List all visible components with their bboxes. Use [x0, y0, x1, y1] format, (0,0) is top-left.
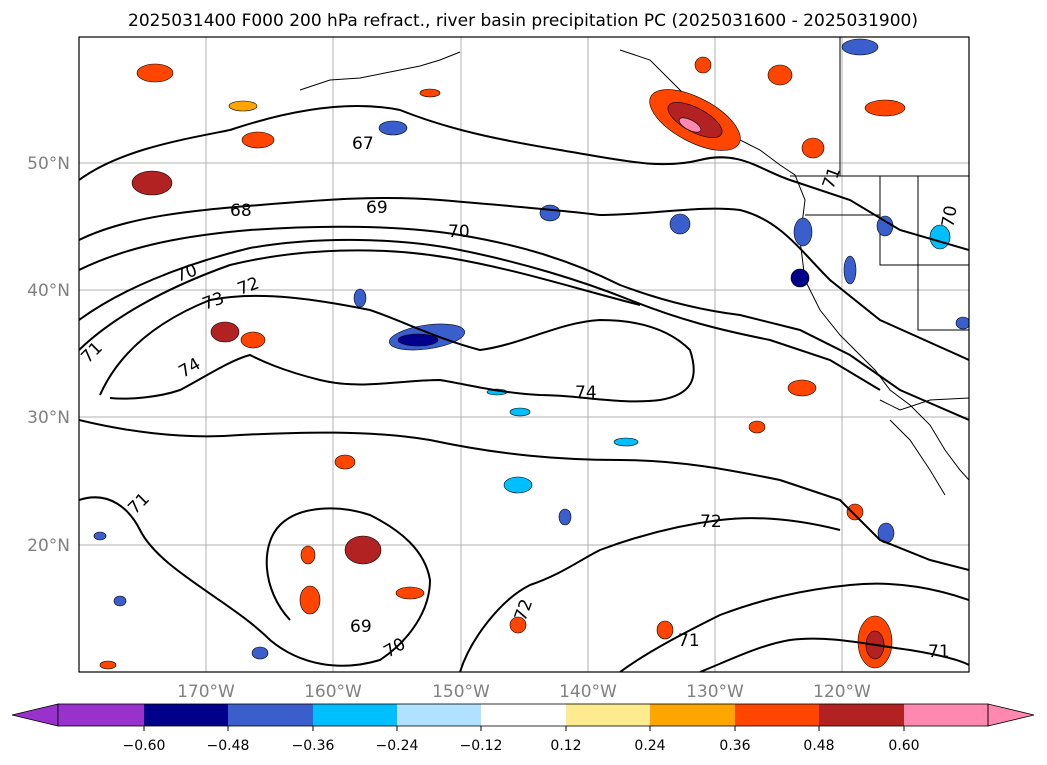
lat-label: 30°N: [27, 408, 70, 428]
map-frame: [78, 36, 970, 673]
longitude-labels: 170°W 160°W 150°W 140°W 130°W 120°W: [177, 682, 871, 702]
contour-label: 71: [678, 631, 700, 651]
colorbar-frame: [57, 703, 989, 727]
lon-label: 170°W: [177, 682, 235, 702]
colorbar-segment: [228, 704, 313, 726]
lon-label: 160°W: [304, 682, 362, 702]
contour-label: 74: [575, 383, 597, 403]
colorbar-segment: [58, 704, 144, 726]
colorbar-tick-label: −0.48: [207, 738, 250, 754]
colorbar-segment: [313, 704, 397, 726]
lat-label: 20°N: [27, 536, 70, 556]
colorbar-segment: [144, 704, 228, 726]
latitude-labels: 50°N 40°N 30°N 20°N: [27, 154, 70, 556]
colorbar-ticks: [143, 726, 905, 731]
colorbar-segment: [481, 704, 566, 726]
colorbar-segment: [735, 704, 819, 726]
contour-label: 70: [448, 222, 470, 242]
lon-label: 150°W: [432, 682, 490, 702]
map-title: 2025031400 F000 200 hPa refract., river …: [128, 11, 918, 31]
colorbar-tick-label: 0.12: [550, 738, 581, 754]
lon-label: 120°W: [813, 682, 871, 702]
refractivity-contours: [79, 105, 969, 672]
colorbar-tick-label: 0.24: [634, 738, 665, 754]
colorbar-segment: [904, 704, 988, 726]
lat-label: 40°N: [27, 281, 70, 301]
colorbar-tick-labels: −0.60 −0.48 −0.36 −0.24 −0.12 0.12 0.24 …: [123, 738, 920, 754]
colorbar-tick-label: −0.24: [376, 738, 419, 754]
colorbar-extend-low: [11, 703, 59, 727]
colorbar-tick-label: −0.12: [460, 738, 503, 754]
colorbar-tick-label: 0.48: [803, 738, 834, 754]
colorbar-tick-label: −0.60: [123, 738, 166, 754]
contour-label: 67: [352, 134, 374, 154]
lon-label: 130°W: [686, 682, 744, 702]
colorbar-tick-label: −0.36: [292, 738, 335, 754]
lat-label: 50°N: [27, 154, 70, 174]
negative-anomaly-shading: [93, 38, 969, 660]
contour-label: 68: [230, 201, 252, 221]
contour-label: 69: [350, 617, 372, 637]
colorbar-segment: [397, 704, 481, 726]
colorbar-tick-label: 0.36: [719, 738, 750, 754]
contour-label: 70: [938, 204, 961, 229]
contour-label: 69: [366, 198, 388, 218]
positive-anomaly-shading: [99, 56, 906, 670]
contour-label: 72: [700, 512, 722, 532]
colorbar-segment: [566, 704, 650, 726]
graticule: [79, 37, 969, 672]
colorbar: −0.60 −0.48 −0.36 −0.24 −0.12 0.12 0.24 …: [11, 703, 1035, 754]
lon-label: 140°W: [559, 682, 617, 702]
colorbar-tick-label: 0.60: [888, 738, 919, 754]
colorbar-segment: [650, 704, 735, 726]
map-panel: 67 68 69 70 70 72 73 71 74 74 71 72 72 6…: [79, 37, 969, 672]
colorbar-extend-high: [987, 703, 1035, 727]
colorbar-segment: [819, 704, 904, 726]
contour-label: 71: [928, 642, 950, 662]
